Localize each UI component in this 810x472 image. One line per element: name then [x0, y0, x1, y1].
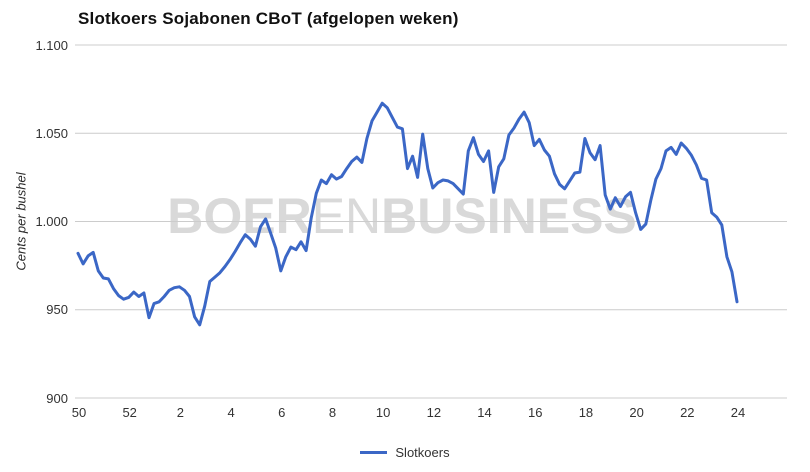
x-tick-label: 24	[730, 405, 746, 420]
y-tick-label: 1.100	[35, 37, 68, 53]
legend: Slotkoers	[0, 445, 810, 460]
y-tick-label: 900	[46, 390, 68, 406]
x-tick-label: 4	[227, 405, 235, 420]
chart-title: Slotkoers Sojabonen CBoT (afgelopen weke…	[78, 9, 459, 28]
x-tick-label: 16	[527, 405, 543, 420]
y-tick-label: 950	[46, 302, 68, 318]
watermark-part-en: EN	[311, 188, 382, 244]
x-tick-label: 8	[328, 405, 337, 420]
y-tick-label: 1.000	[35, 214, 68, 229]
x-tick-label: 10	[375, 405, 391, 420]
x-tick-label: 50	[71, 405, 87, 420]
x-tick-label: 18	[578, 405, 594, 420]
legend-label: Slotkoers	[395, 445, 450, 460]
y-tick-label: 1.050	[35, 125, 68, 141]
x-tick-label: 22	[680, 405, 695, 420]
x-tick-label: 52	[122, 405, 137, 420]
watermark-part-business: BUSINESS	[381, 188, 637, 244]
legend-line-swatch	[360, 451, 388, 454]
watermark-part-boer: BOER	[167, 188, 312, 244]
series-line-slotkoers	[76, 101, 739, 327]
x-tick-label: 6	[278, 405, 286, 420]
x-tick-label: 2	[176, 405, 184, 420]
x-tick-label: 12	[426, 405, 442, 420]
x-tick-label: 20	[629, 405, 644, 420]
watermark-boerenbusiness: BOERENBUSINESS	[0, 191, 804, 241]
x-tick-label: 14	[477, 405, 492, 420]
